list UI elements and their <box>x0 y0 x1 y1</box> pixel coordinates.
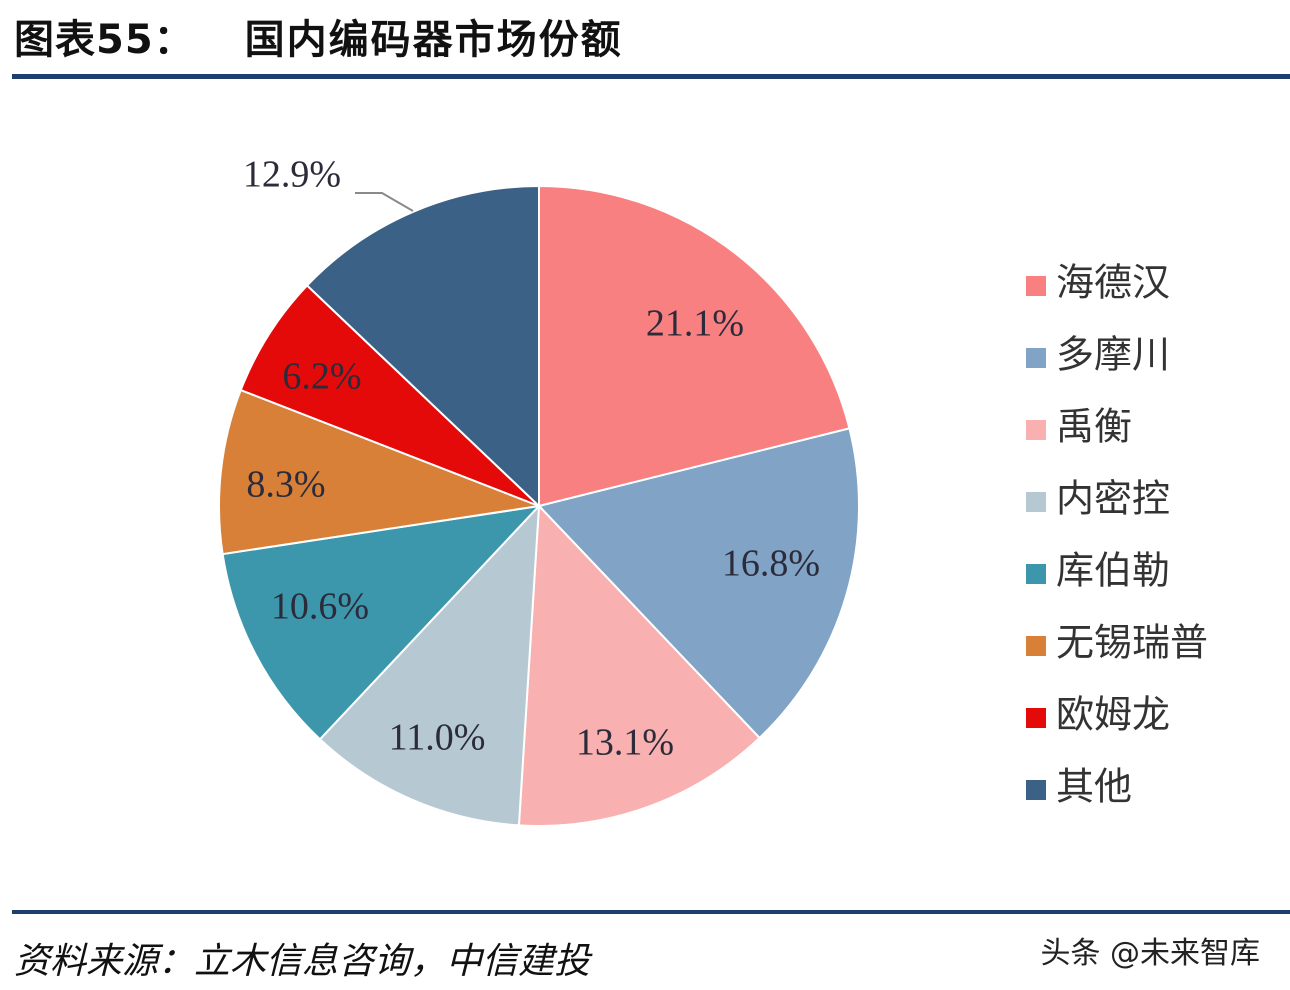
bottom-divider <box>12 910 1290 914</box>
legend-label: 其他 <box>1056 765 1132 809</box>
data-label: 21.1% <box>646 303 744 345</box>
legend-label: 欧姆龙 <box>1056 693 1170 737</box>
title-bar: 图表55： 国内编码器市场份额 <box>14 6 623 66</box>
pie-slice <box>517 503 761 827</box>
legend-swatch <box>1026 420 1046 440</box>
legend-swatch <box>1026 492 1046 512</box>
top-divider <box>12 74 1290 79</box>
watermark: 头条 @未来智库 <box>1040 936 1260 971</box>
pie-slice <box>218 388 543 556</box>
data-label: 12.9% <box>243 154 341 196</box>
legend-swatch <box>1026 276 1046 296</box>
legend-swatch <box>1026 708 1046 728</box>
data-label: 6.2% <box>282 356 361 398</box>
data-label: 11.0% <box>389 717 486 759</box>
data-label: 10.6% <box>271 586 369 628</box>
label-leader-line <box>355 192 414 212</box>
pie-slice <box>537 427 860 740</box>
pie-slice <box>239 284 540 507</box>
legend-swatch <box>1026 348 1046 368</box>
data-label: 13.1% <box>576 722 674 764</box>
pie-slice <box>538 184 851 508</box>
legend-swatch <box>1026 780 1046 800</box>
legend-label: 内密控 <box>1056 477 1170 521</box>
legend-label: 多摩川 <box>1056 333 1170 377</box>
legend-swatch <box>1026 564 1046 584</box>
data-label: 8.3% <box>246 464 325 506</box>
legend-label: 无锡瑞普 <box>1056 621 1208 665</box>
legend-swatch <box>1026 636 1046 656</box>
pie-slice <box>318 503 541 827</box>
figure-number: 图表55： <box>14 17 195 63</box>
source-note: 资料来源：立木信息咨询，中信建投 <box>14 941 591 982</box>
legend-label: 海德汉 <box>1056 261 1170 305</box>
legend-label: 禹衡 <box>1056 405 1132 449</box>
legend-label: 库伯勒 <box>1056 549 1170 593</box>
data-label: 16.8% <box>722 543 820 585</box>
page-title: 国内编码器市场份额 <box>244 17 623 63</box>
pie-slice <box>221 504 542 741</box>
pie-slice <box>305 184 540 509</box>
